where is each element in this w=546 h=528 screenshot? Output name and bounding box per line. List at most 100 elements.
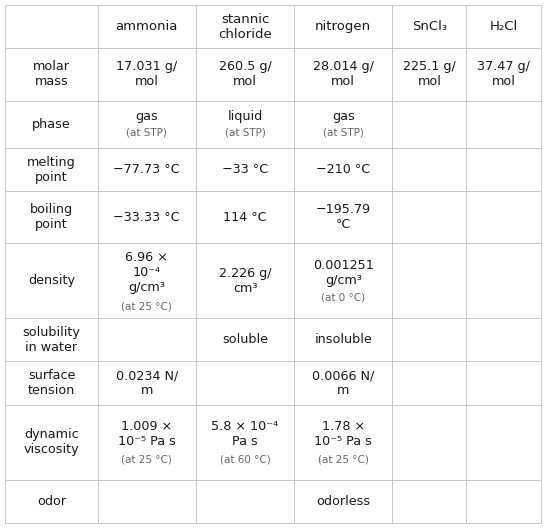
Text: gas: gas (332, 110, 355, 123)
Text: 2.226 g/
cm³: 2.226 g/ cm³ (219, 267, 271, 295)
Text: nitrogen: nitrogen (315, 21, 371, 33)
Text: density: density (28, 275, 75, 287)
Bar (294, 100, 393, 148)
Text: soluble: soluble (222, 333, 268, 346)
Bar (5, 191, 98, 243)
Text: 0.001251
g/cm³: 0.001251 g/cm³ (313, 259, 374, 287)
Text: 1.009 ×
10⁻⁵ Pa s: 1.009 × 10⁻⁵ Pa s (118, 420, 176, 448)
Bar (196, 148, 294, 191)
Bar (196, 243, 294, 318)
Bar (5, 5, 98, 49)
Bar (294, 479, 393, 523)
Text: dynamic
viscosity: dynamic viscosity (23, 428, 79, 456)
Bar (466, 5, 541, 49)
Bar (5, 318, 98, 362)
Bar (196, 191, 294, 243)
Bar (5, 479, 98, 523)
Text: insoluble: insoluble (314, 333, 372, 346)
Bar (466, 404, 541, 479)
Text: −210 °C: −210 °C (316, 163, 370, 176)
Bar (98, 362, 196, 404)
Bar (196, 404, 294, 479)
Bar (466, 318, 541, 362)
Text: 0.0234 N/
m: 0.0234 N/ m (116, 369, 178, 397)
Text: molar
mass: molar mass (33, 61, 70, 89)
Bar (393, 362, 466, 404)
Bar (98, 49, 196, 100)
Text: (at 0 °C): (at 0 °C) (321, 293, 365, 303)
Bar (294, 148, 393, 191)
Bar (98, 191, 196, 243)
Bar (466, 243, 541, 318)
Text: 225.1 g/
mol: 225.1 g/ mol (403, 61, 456, 89)
Bar (294, 243, 393, 318)
Text: 114 °C: 114 °C (223, 211, 267, 224)
Text: (at 25 °C): (at 25 °C) (121, 454, 172, 464)
Bar (466, 100, 541, 148)
Bar (393, 49, 466, 100)
Bar (5, 100, 98, 148)
Bar (196, 479, 294, 523)
Text: 6.96 ×
10⁻⁴
g/cm³: 6.96 × 10⁻⁴ g/cm³ (126, 251, 168, 294)
Text: (at 25 °C): (at 25 °C) (121, 302, 172, 312)
Text: phase: phase (32, 118, 71, 131)
Text: 0.0066 N/
m: 0.0066 N/ m (312, 369, 375, 397)
Bar (98, 404, 196, 479)
Text: melting
point: melting point (27, 156, 76, 184)
Bar (5, 148, 98, 191)
Text: (at 60 °C): (at 60 °C) (219, 454, 270, 464)
Bar (393, 191, 466, 243)
Text: ammonia: ammonia (116, 21, 178, 33)
Text: H₂Cl: H₂Cl (489, 21, 518, 33)
Text: (at 25 °C): (at 25 °C) (318, 454, 369, 464)
Bar (98, 148, 196, 191)
Bar (196, 318, 294, 362)
Bar (196, 100, 294, 148)
Bar (466, 49, 541, 100)
Text: 37.47 g/
mol: 37.47 g/ mol (477, 61, 530, 89)
Bar (393, 318, 466, 362)
Bar (98, 243, 196, 318)
Bar (294, 318, 393, 362)
Bar (393, 100, 466, 148)
Bar (466, 148, 541, 191)
Text: (at STP): (at STP) (126, 128, 167, 137)
Text: 28.014 g/
mol: 28.014 g/ mol (313, 61, 374, 89)
Bar (98, 5, 196, 49)
Bar (393, 404, 466, 479)
Bar (294, 191, 393, 243)
Text: 1.78 ×
10⁻⁵ Pa s: 1.78 × 10⁻⁵ Pa s (314, 420, 372, 448)
Text: odorless: odorless (316, 495, 370, 507)
Bar (5, 404, 98, 479)
Bar (98, 479, 196, 523)
Bar (196, 5, 294, 49)
Bar (294, 404, 393, 479)
Bar (5, 243, 98, 318)
Bar (466, 362, 541, 404)
Text: solubility
in water: solubility in water (22, 326, 80, 354)
Text: boiling
point: boiling point (30, 203, 73, 231)
Bar (393, 243, 466, 318)
Text: stannic
chloride: stannic chloride (218, 13, 272, 41)
Bar (393, 5, 466, 49)
Text: surface
tension: surface tension (28, 369, 75, 397)
Text: liquid: liquid (227, 110, 263, 123)
Text: 5.8 × 10⁻⁴
Pa s: 5.8 × 10⁻⁴ Pa s (211, 420, 278, 448)
Text: −33.33 °C: −33.33 °C (114, 211, 180, 224)
Text: (at STP): (at STP) (224, 128, 265, 137)
Bar (294, 49, 393, 100)
Bar (5, 362, 98, 404)
Bar (466, 479, 541, 523)
Bar (5, 49, 98, 100)
Text: odor: odor (37, 495, 66, 507)
Text: −33 °C: −33 °C (222, 163, 268, 176)
Bar (98, 100, 196, 148)
Text: −77.73 °C: −77.73 °C (114, 163, 180, 176)
Bar (294, 5, 393, 49)
Bar (98, 318, 196, 362)
Bar (196, 49, 294, 100)
Text: 260.5 g/
mol: 260.5 g/ mol (218, 61, 271, 89)
Text: SnCl₃: SnCl₃ (412, 21, 447, 33)
Bar (393, 148, 466, 191)
Bar (294, 362, 393, 404)
